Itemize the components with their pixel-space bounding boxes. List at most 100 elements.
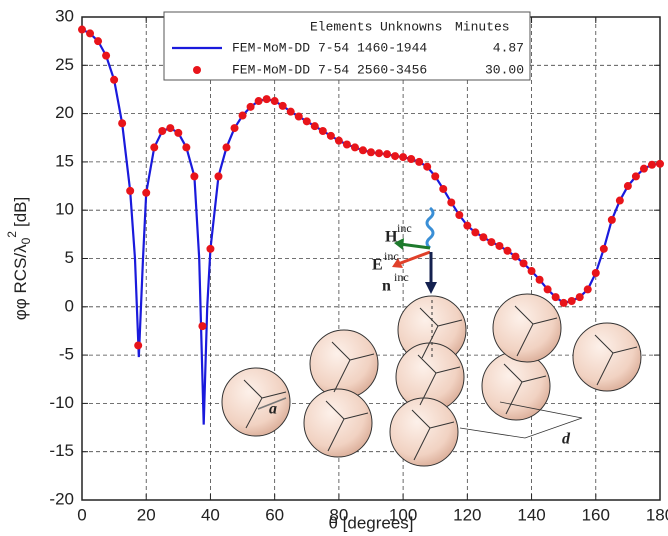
legend-header: Elements xyxy=(310,19,372,34)
data-point xyxy=(110,75,119,84)
data-point xyxy=(78,25,86,34)
legend-elements: 7-54 xyxy=(318,40,349,55)
annotation: d xyxy=(562,431,571,448)
data-point xyxy=(375,149,384,158)
data-point xyxy=(206,244,215,253)
data-point xyxy=(407,155,416,164)
data-point xyxy=(94,37,103,46)
data-point xyxy=(391,152,400,161)
legend-minutes: 30.00 xyxy=(485,62,524,77)
legend-label: FEM-MoM-DD xyxy=(232,40,310,55)
x-tick-label: 160 xyxy=(582,505,610,524)
data-point xyxy=(599,244,608,253)
data-point xyxy=(134,341,143,350)
data-point xyxy=(214,172,223,181)
y-tick-label: -20 xyxy=(49,489,74,508)
data-point xyxy=(431,172,440,181)
y-tick-label: 10 xyxy=(55,200,74,219)
data-point xyxy=(174,128,183,137)
data-point xyxy=(543,285,552,294)
y-tick-label: 30 xyxy=(55,6,74,25)
data-point xyxy=(639,164,648,173)
data-point xyxy=(158,126,167,135)
data-point xyxy=(358,146,367,155)
data-point xyxy=(383,150,392,159)
y-tick-label: 5 xyxy=(65,248,74,267)
data-point xyxy=(334,136,343,145)
data-point xyxy=(342,140,351,149)
data-point xyxy=(294,112,303,121)
data-point xyxy=(222,143,231,152)
data-point xyxy=(495,241,504,250)
arrowhead-e xyxy=(392,258,403,268)
data-point xyxy=(503,246,512,255)
data-point xyxy=(142,188,151,197)
data-point xyxy=(118,119,127,128)
y-tick-label: -5 xyxy=(59,345,74,364)
wave xyxy=(425,206,435,250)
x-tick-label: 120 xyxy=(453,505,481,524)
legend-unknowns: 1460-1944 xyxy=(357,40,427,55)
annotation-sup: inc xyxy=(394,270,409,284)
annotation-sup: inc xyxy=(384,249,399,263)
legend-label: FEM-MoM-DD xyxy=(232,62,310,77)
data-point xyxy=(126,186,135,195)
data-point xyxy=(439,184,448,193)
y-axis-label-part: φφ RCS/λ xyxy=(11,244,30,320)
data-point xyxy=(278,101,287,110)
x-axis-label: θ [degrees] xyxy=(328,513,413,532)
data-point xyxy=(182,143,191,152)
x-tick-label: 180 xyxy=(646,505,668,524)
legend-swatch xyxy=(193,66,201,74)
data-point xyxy=(567,297,576,306)
data-point xyxy=(535,275,544,284)
data-point xyxy=(262,95,271,104)
y-axis-label: φφ RCS/λ02 [dB] xyxy=(5,197,33,321)
y-axis-label-part: 0 xyxy=(19,237,33,244)
annotation: a xyxy=(269,401,277,418)
data-point xyxy=(326,131,335,140)
annotation: E xyxy=(372,257,383,274)
data-point xyxy=(238,111,247,120)
data-point xyxy=(399,153,408,162)
data-point xyxy=(527,267,536,276)
y-tick-label: -15 xyxy=(49,441,74,460)
data-point xyxy=(471,228,480,237)
x-tick-label: 20 xyxy=(137,505,156,524)
data-point xyxy=(190,172,199,181)
data-point xyxy=(350,143,359,152)
legend-elements: 7-54 xyxy=(318,62,349,77)
x-tick-label: 100 xyxy=(389,505,417,524)
data-point xyxy=(623,182,632,191)
arrowhead-n xyxy=(425,282,437,294)
spheres xyxy=(221,293,642,467)
data-point xyxy=(479,233,488,242)
data-point xyxy=(423,162,432,171)
data-point xyxy=(310,122,319,131)
data-point xyxy=(270,97,279,106)
legend-box xyxy=(163,11,531,81)
arrowhead-h xyxy=(394,238,404,250)
annotation-sup: inc xyxy=(397,221,412,235)
data-point xyxy=(415,157,424,166)
legend-header: Minutes xyxy=(455,19,510,34)
y-axis-label-part: 2 xyxy=(5,231,19,238)
y-tick-label: 15 xyxy=(55,151,74,170)
data-point xyxy=(286,107,295,116)
data-point xyxy=(254,97,263,106)
data-point xyxy=(511,252,520,261)
data-point xyxy=(607,215,616,224)
data-point xyxy=(615,196,624,205)
data-point xyxy=(487,238,496,247)
y-tick-label: -10 xyxy=(49,393,74,412)
data-point xyxy=(575,293,584,302)
data-point xyxy=(302,117,311,126)
data-point xyxy=(447,198,456,207)
annotation: n xyxy=(382,278,391,295)
sphere-seams xyxy=(243,300,638,461)
y-tick-label: 0 xyxy=(65,296,74,315)
legend: Elements Unknowns Minutes FEM-MoM-DD 7-54 146… xyxy=(163,11,531,81)
arrow-h xyxy=(399,242,431,250)
